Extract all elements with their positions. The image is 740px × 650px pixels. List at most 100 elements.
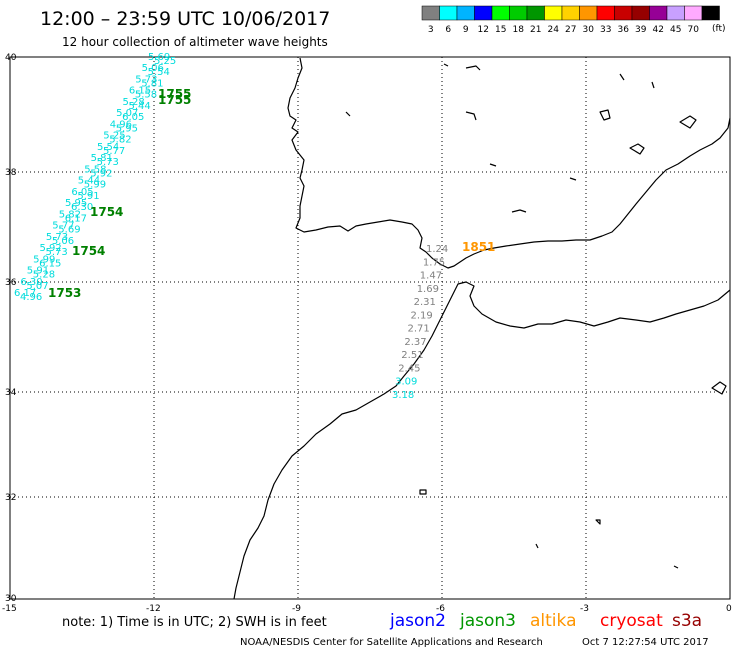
lat-tick-label: 38 xyxy=(5,168,17,178)
pass-time-label: 1754 xyxy=(72,244,105,258)
lon-tick-label: -15 xyxy=(2,604,17,614)
legend-swatch xyxy=(631,5,650,21)
island-outline xyxy=(629,143,645,155)
legend-label: 70 xyxy=(688,25,700,35)
legend-label: 21 xyxy=(530,25,541,35)
swh-value-label: 5.99 xyxy=(33,254,55,265)
swh-value-label: 5.07 xyxy=(116,108,138,119)
swh-value-label: 5.58 xyxy=(135,90,157,101)
swh-value-label: 5.95 xyxy=(65,198,87,209)
swh-value-label: 5.69 xyxy=(148,52,170,63)
island-outline xyxy=(679,115,697,129)
legend-label: 30 xyxy=(583,25,595,35)
legend-swatch xyxy=(684,5,703,21)
legend-swatch xyxy=(456,5,475,21)
swh-value-label: 5.28 xyxy=(33,270,55,281)
legend-swatch xyxy=(579,5,598,21)
legend-swatch xyxy=(526,5,545,21)
legend-label: 15 xyxy=(495,25,506,35)
legend-unit: (ft) xyxy=(712,24,726,34)
footer-note: note: 1) Time is in UTC; 2) SWH is in fe… xyxy=(62,615,327,630)
legend-label: 24 xyxy=(548,25,560,35)
swh-value-label: 5.73 xyxy=(46,232,68,243)
legend-label: 39 xyxy=(635,25,647,35)
pass-time-label: 1753 xyxy=(48,286,81,300)
swh-value-label: 5.92 xyxy=(90,168,112,179)
lat-tick-label: 34 xyxy=(5,388,17,398)
legend-swatch xyxy=(421,5,440,21)
swh-value-label: 5.69 xyxy=(58,225,80,236)
swh-value-label: 6.17 xyxy=(14,288,36,299)
swh-value-label: 5.44 xyxy=(78,176,100,187)
swh-value-label: 3.09 xyxy=(395,377,417,388)
legend-label: 6 xyxy=(445,25,451,35)
iberia-coastline xyxy=(287,57,731,269)
graticule xyxy=(10,57,730,599)
swh-value-label: 4.96 xyxy=(110,119,132,130)
swh-value-label: 5.06 xyxy=(142,63,164,74)
legend-swatch xyxy=(666,5,685,21)
legend-swatch xyxy=(509,5,528,21)
swh-value-label: 5.44 xyxy=(129,101,151,112)
island-outline xyxy=(599,109,611,121)
east-altimeter-track: 1.24 1.75 1.47 1.69 2.31 2.19 2.71 2.37 2.51 2.45… xyxy=(392,244,448,401)
swh-value-label: 2.71 xyxy=(408,324,430,335)
satellite-altika-label: altika xyxy=(530,611,577,631)
swh-value-label: 6.30 xyxy=(71,202,93,213)
north-africa-coastline xyxy=(233,281,731,600)
swh-value-label: 1.75 xyxy=(423,257,445,268)
lat-tick-label: 30 xyxy=(5,594,17,604)
legend-swatch xyxy=(649,5,668,21)
swh-value-label: 5.77 xyxy=(52,221,74,232)
island-outline xyxy=(419,489,427,495)
island-outline xyxy=(619,73,625,81)
legend-label: 33 xyxy=(600,25,611,35)
legend-swatch xyxy=(701,5,720,21)
satellite-jason3-label: jason3 xyxy=(459,611,516,631)
island-outline xyxy=(569,177,577,181)
legend-label: 18 xyxy=(513,25,525,35)
island-outline xyxy=(489,163,497,167)
lon-tick-label: -9 xyxy=(292,604,301,614)
pass-time-label: 1851 xyxy=(462,240,495,254)
swh-value-label: 5.91 xyxy=(77,191,99,202)
legend-swatch xyxy=(491,5,510,21)
swh-value-label: 3.18 xyxy=(392,390,414,401)
swh-value-label: 5.82 xyxy=(109,135,131,146)
swh-value-label: 5.99 xyxy=(84,180,106,191)
swh-value-label: 5.54 xyxy=(97,142,119,153)
legend-label: 42 xyxy=(653,25,664,35)
swh-value-label: 5.77 xyxy=(103,146,125,157)
swh-value-label: 5.58 xyxy=(84,164,106,175)
swh-value-label: 5.82 xyxy=(59,209,81,220)
swh-value-label: 5.73 xyxy=(46,247,68,258)
legend-label: 27 xyxy=(565,25,576,35)
swh-value-label: 1.47 xyxy=(420,271,442,282)
swh-value-label: 2.19 xyxy=(411,310,433,321)
swh-value-label: 5.73 xyxy=(135,75,157,86)
island-outline xyxy=(595,519,601,525)
lon-tick-label: 0 xyxy=(726,604,732,614)
lon-tick-label: -6 xyxy=(436,604,445,614)
swh-value-label: 2.31 xyxy=(414,297,436,308)
lat-tick-label: 32 xyxy=(5,493,16,503)
satellite-s3a-label: s3a xyxy=(672,611,702,631)
swh-value-label: 5.91 xyxy=(27,266,49,277)
swh-value-label: 6.05 xyxy=(71,187,93,198)
island-outline xyxy=(651,81,655,89)
swh-value-label: 5.81 xyxy=(91,153,113,164)
map-frame xyxy=(9,56,731,600)
coastlines xyxy=(233,57,731,600)
legend-label: 36 xyxy=(618,25,630,35)
legend-label: 3 xyxy=(428,25,434,35)
swh-value-label: 5.73 xyxy=(97,157,119,168)
west-altimeter-track: 5.695.255.065.545.735.816.155.585.285.44… xyxy=(14,52,176,303)
satellite-jason2-label: jason2 xyxy=(389,611,446,631)
swh-value-label: 6.15 xyxy=(39,258,61,269)
island-outline xyxy=(711,381,727,395)
island-outline xyxy=(443,63,449,67)
swh-value-label: 5.92 xyxy=(40,243,62,254)
generation-timestamp: Oct 7 12:27:54 UTC 2017 xyxy=(582,637,709,648)
